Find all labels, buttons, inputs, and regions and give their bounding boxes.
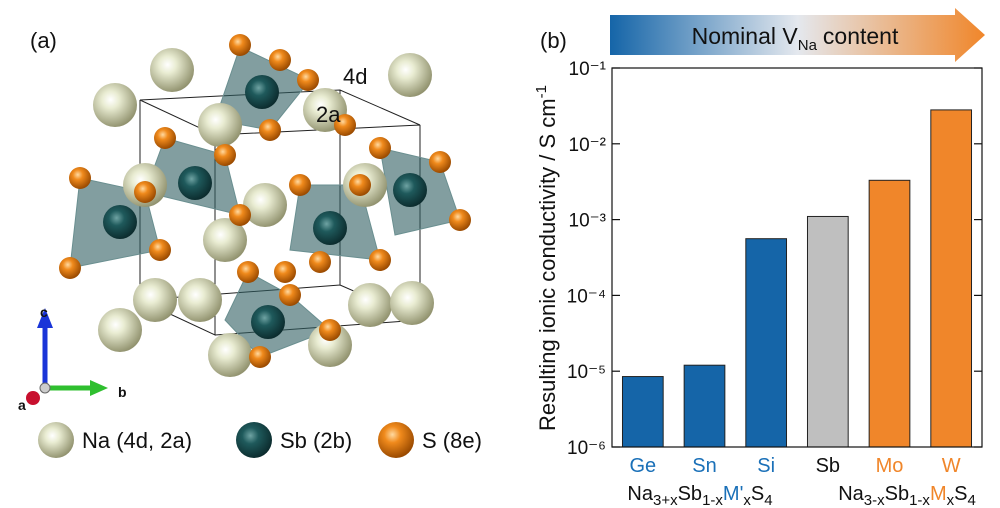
na-atom	[243, 183, 287, 227]
bar	[931, 110, 972, 447]
axis-letter: b	[118, 384, 127, 400]
s-atom	[289, 174, 311, 196]
s-atom	[274, 261, 296, 283]
panel-label: (b)	[540, 28, 567, 53]
na-atom	[178, 278, 222, 322]
s-atom	[59, 257, 81, 279]
bar	[746, 239, 787, 447]
na-atom	[150, 48, 194, 92]
legend: Na (4d, 2a) Sb (2b) S (8e)	[38, 422, 482, 458]
figure: (a) 4d 2a a b c Na (4d, 2a) Sb (2b) S (8…	[0, 0, 1000, 508]
legend-entry: S (8e)	[422, 428, 482, 453]
atoms	[59, 34, 471, 377]
s-atom	[349, 174, 371, 196]
sb-atom	[251, 305, 285, 339]
s-atom	[297, 69, 319, 91]
x-tick-label: Si	[757, 455, 775, 477]
axis-letter: c	[40, 304, 48, 320]
site-label: 2a	[316, 102, 341, 127]
axis-letter: a	[18, 397, 26, 413]
y-axis-label: Resulting ionic conductivity / S cm-1	[533, 85, 560, 431]
s-atom	[429, 151, 451, 173]
na-atom	[93, 83, 137, 127]
plot-area: 10⁻⁶ 10⁻⁵ 10⁻⁴ 10⁻³ 10⁻² 10⁻¹ Ge Sn Si Sb Mo W	[567, 59, 982, 477]
x-tick-label: Mo	[876, 455, 904, 477]
s-atom	[279, 284, 301, 306]
y-tick-label: 10⁻⁶	[567, 438, 606, 459]
sb-atom	[313, 211, 347, 245]
s-atom	[309, 251, 331, 273]
y-tick-label: 10⁻⁵	[567, 362, 606, 383]
s-atom	[269, 49, 291, 71]
sb-atom	[393, 173, 427, 207]
bar	[684, 365, 725, 447]
na-atom	[98, 308, 142, 352]
s-atom	[369, 137, 391, 159]
s-atom	[319, 319, 341, 341]
s-atom	[214, 144, 236, 166]
s-atom	[249, 346, 271, 368]
s-atom	[369, 249, 391, 271]
s-atom	[69, 167, 91, 189]
s-atom	[259, 119, 281, 141]
sb-atom	[103, 205, 137, 239]
plot-frame	[612, 68, 982, 447]
na-atom	[208, 333, 252, 377]
bar	[869, 180, 910, 447]
na-atom	[348, 283, 392, 327]
s-atom	[154, 127, 176, 149]
formula: Na3+xSb1-xM'xS4	[627, 483, 772, 508]
x-tick-label: Sn	[692, 455, 716, 477]
crystal-structure: (a) 4d 2a a b c Na (4d, 2a) Sb (2b) S (8…	[18, 28, 482, 458]
panel-label: (a)	[30, 28, 57, 53]
s-atom	[229, 204, 251, 226]
x-tick-label: W	[942, 455, 961, 477]
x-tick-label: Sb	[816, 455, 840, 477]
y-tick-label: 10⁻²	[569, 135, 607, 156]
s-atom	[449, 209, 471, 231]
s-atom	[237, 261, 259, 283]
legend-entry: Na (4d, 2a)	[82, 428, 192, 453]
na-atom	[198, 103, 242, 147]
site-label: 4d	[343, 64, 367, 89]
legend-entry: Sb (2b)	[280, 428, 352, 453]
s-atom	[149, 239, 171, 261]
bar	[622, 377, 663, 447]
na-atom	[390, 281, 434, 325]
bar	[807, 216, 848, 447]
na-atom	[388, 53, 432, 97]
y-tick-label: 10⁻⁴	[567, 286, 606, 307]
na-atom	[133, 278, 177, 322]
s-atom	[229, 34, 251, 56]
formula: Na3-xSb1-xMxS4	[838, 483, 976, 508]
sb-atom	[178, 166, 212, 200]
s-atom	[134, 181, 156, 203]
x-tick-label: Ge	[629, 455, 656, 477]
y-tick-label: 10⁻¹	[569, 59, 607, 80]
y-tick-label: 10⁻³	[569, 211, 607, 232]
sb-atom	[245, 75, 279, 109]
